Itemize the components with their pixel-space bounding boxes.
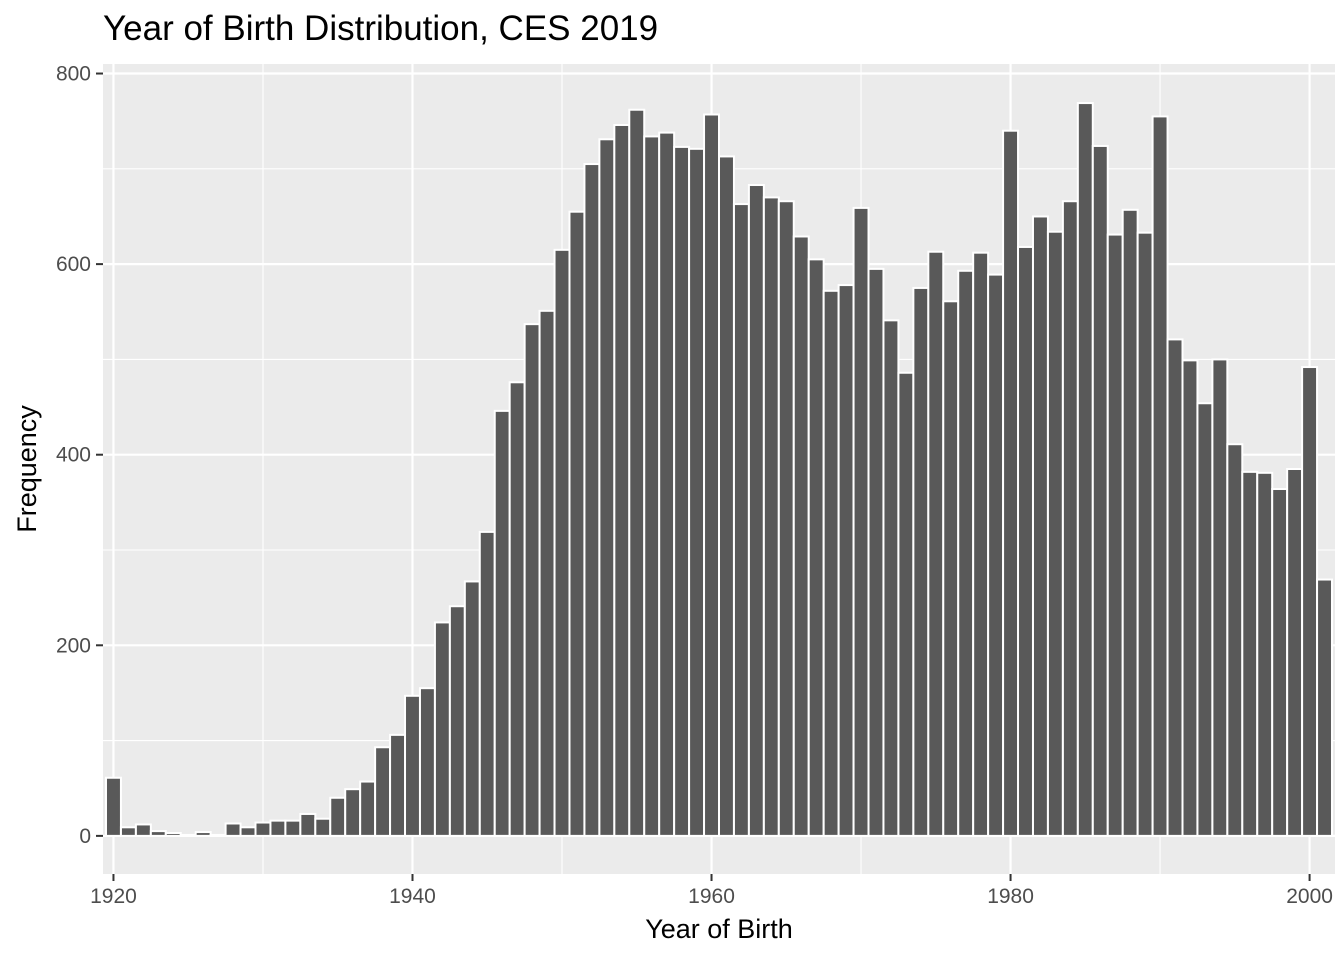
bar-1958 — [673, 145, 691, 837]
bar-1935 — [329, 796, 347, 837]
bar-1992 — [1181, 359, 1199, 837]
bar-1969 — [837, 284, 855, 837]
bar-1984 — [1061, 200, 1079, 837]
bar-1968 — [822, 289, 840, 837]
bar-1970 — [852, 206, 870, 837]
y-tick-label: 0 — [79, 825, 91, 848]
x-tick-label: 1920 — [90, 885, 137, 908]
bar-1986 — [1091, 144, 1109, 837]
bar-1939 — [389, 733, 407, 837]
chart-title: Year of Birth Distribution, CES 2019 — [103, 9, 658, 48]
bar-1990 — [1151, 115, 1169, 837]
bar-1934 — [314, 817, 332, 837]
bar-1940 — [404, 694, 421, 837]
bar-1999 — [1286, 468, 1304, 837]
bar-1943 — [448, 605, 466, 837]
bar-1953 — [598, 138, 616, 837]
bar-1941 — [418, 687, 436, 837]
bar-1937 — [359, 780, 377, 837]
bar-1948 — [523, 323, 541, 837]
bar-1947 — [508, 381, 526, 837]
y-tick-label: 400 — [56, 444, 91, 467]
bar-1966 — [792, 235, 810, 837]
x-axis-title: Year of Birth — [645, 914, 793, 944]
y-axis-title: Frequency — [12, 405, 42, 533]
bar-1933 — [299, 812, 317, 837]
bar-1932 — [284, 819, 302, 837]
bar-1921 — [119, 826, 137, 837]
bar-1994 — [1211, 358, 1229, 837]
y-tick-label: 600 — [56, 253, 91, 276]
bar-1995 — [1226, 443, 1244, 837]
bar-1946 — [493, 409, 511, 837]
bar-1963 — [747, 184, 765, 837]
bar-1980 — [1002, 129, 1020, 837]
bar-1960 — [703, 113, 720, 837]
bar-1945 — [478, 530, 496, 837]
bar-1961 — [718, 155, 735, 837]
bar-1957 — [658, 131, 676, 837]
bar-1981 — [1017, 245, 1034, 837]
bar-1967 — [807, 258, 825, 837]
y-tick-label: 200 — [56, 634, 91, 657]
x-tick-label: 1940 — [389, 885, 436, 908]
bar-1924 — [164, 832, 182, 837]
bar-1962 — [732, 203, 750, 837]
bar-1942 — [433, 621, 451, 837]
bar-1952 — [583, 163, 601, 837]
bar-1923 — [149, 830, 167, 837]
bar-1993 — [1196, 402, 1214, 837]
bar-1991 — [1166, 338, 1184, 837]
bar-1927 — [209, 833, 227, 837]
bar-1985 — [1076, 102, 1094, 837]
bar-1920 — [104, 776, 122, 837]
bar-1978 — [972, 251, 990, 837]
bar-1936 — [344, 788, 362, 837]
bar-2001 — [1316, 578, 1334, 837]
bar-1925 — [179, 833, 197, 837]
bar-1988 — [1121, 208, 1139, 837]
bar-1951 — [568, 210, 586, 837]
bar-1950 — [553, 248, 571, 837]
bars — [104, 102, 1334, 837]
bar-1977 — [957, 269, 975, 837]
bar-1979 — [987, 273, 1005, 837]
bar-1964 — [762, 196, 780, 837]
bar-2000 — [1301, 366, 1319, 837]
bar-1965 — [777, 200, 795, 837]
bar-1959 — [688, 147, 706, 837]
bar-1996 — [1241, 470, 1259, 837]
bar-1956 — [643, 135, 661, 837]
bar-1998 — [1271, 488, 1289, 837]
bar-1989 — [1136, 231, 1154, 837]
x-tick-label: 2000 — [1286, 885, 1333, 908]
bar-1931 — [269, 819, 287, 837]
bar-1972 — [882, 319, 900, 837]
y-axis: 0 200 400 600 800 — [56, 63, 103, 848]
bar-1987 — [1106, 233, 1124, 837]
x-tick-label: 1960 — [688, 885, 735, 908]
bar-1928 — [224, 822, 242, 837]
bar-1954 — [613, 123, 631, 837]
bar-1922 — [134, 823, 152, 837]
x-axis: 1920 1940 1960 1980 2000 — [90, 874, 1333, 908]
bar-1929 — [239, 826, 257, 837]
bar-1997 — [1256, 471, 1274, 837]
bar-1930 — [254, 821, 272, 837]
bar-1971 — [867, 267, 885, 837]
bar-1982 — [1031, 215, 1049, 837]
bar-1938 — [374, 746, 392, 837]
bar-1983 — [1046, 230, 1064, 837]
bar-1976 — [942, 300, 960, 837]
bar-1944 — [463, 580, 481, 837]
bar-1955 — [628, 108, 646, 837]
bar-1975 — [927, 250, 945, 837]
bar-1973 — [897, 371, 915, 837]
x-tick-label: 1980 — [987, 885, 1034, 908]
bar-1926 — [194, 831, 212, 837]
bar-1974 — [912, 286, 930, 837]
bar-1949 — [538, 309, 556, 837]
y-tick-label: 800 — [56, 63, 91, 86]
